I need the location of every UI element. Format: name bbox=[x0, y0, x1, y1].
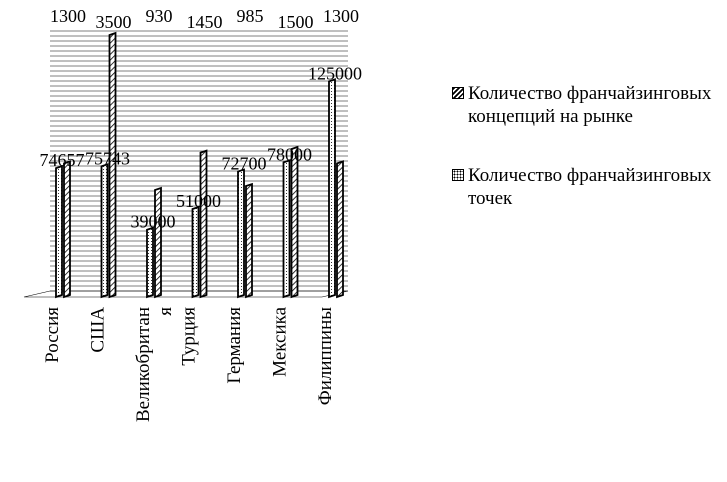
category-label: я bbox=[155, 307, 176, 316]
data-label-points: 51000 bbox=[176, 191, 221, 211]
bar-concepts bbox=[336, 160, 344, 299]
data-label-points: 72700 bbox=[222, 154, 267, 174]
data-label-concepts: 3500 bbox=[96, 12, 132, 32]
category-labels: Россия США Великобритан я Турция Германия Мекс… bbox=[42, 306, 336, 422]
data-label-concepts: 1450 bbox=[187, 12, 223, 32]
bar-concepts bbox=[199, 149, 208, 299]
hatch-swatch-icon bbox=[452, 87, 464, 99]
chart-floor bbox=[23, 290, 349, 298]
data-label-points: 74657 bbox=[40, 150, 85, 170]
bar-points bbox=[146, 226, 154, 299]
data-label-concepts: 1300 bbox=[50, 6, 86, 26]
category-label: Филиппины bbox=[315, 307, 336, 406]
legend-label-concepts: Количество франчайзинговых концепций на … bbox=[468, 83, 712, 127]
legend-label-points: Количество франчайзинговых точек bbox=[468, 165, 712, 209]
legend-item-concepts: Количество франчайзинговых концепций на … bbox=[452, 82, 727, 128]
legend-item-points: Количество франчайзинговых точек bbox=[452, 164, 727, 210]
data-label-points: 75743 bbox=[85, 148, 130, 168]
bar-concepts bbox=[154, 186, 162, 299]
bar-points bbox=[237, 168, 245, 299]
bar-concepts bbox=[63, 160, 71, 299]
category-label: США bbox=[88, 307, 109, 353]
category-label: Великобритан bbox=[133, 307, 154, 422]
category-label: Мексика bbox=[270, 306, 291, 376]
bar-concepts bbox=[245, 182, 253, 299]
bar-concepts bbox=[290, 145, 299, 299]
category-label: Турция bbox=[179, 307, 200, 366]
bar-points bbox=[191, 205, 200, 299]
data-label-concepts: 1500 bbox=[278, 12, 314, 32]
data-labels: 74657 1300 75743 3500 39000 930 51000 1450 72700… bbox=[40, 6, 363, 232]
legend: Количество франчайзинговых концепций на … bbox=[452, 82, 727, 210]
bar-points bbox=[55, 164, 63, 299]
data-label-points: 39000 bbox=[131, 212, 176, 232]
bar-concepts bbox=[108, 31, 117, 299]
bars bbox=[55, 31, 344, 299]
bar-points bbox=[100, 163, 109, 299]
bar-points bbox=[282, 159, 291, 299]
data-label-concepts: 985 bbox=[237, 6, 264, 26]
data-label-points: 125000 bbox=[308, 63, 362, 83]
dotted-swatch-icon bbox=[452, 169, 464, 181]
category-label: Россия bbox=[42, 307, 63, 363]
data-label-points: 78000 bbox=[267, 144, 312, 164]
bar-points bbox=[328, 78, 336, 299]
data-label-concepts: 1300 bbox=[323, 6, 359, 26]
data-label-concepts: 930 bbox=[146, 6, 173, 26]
category-label: Германия bbox=[224, 307, 245, 384]
